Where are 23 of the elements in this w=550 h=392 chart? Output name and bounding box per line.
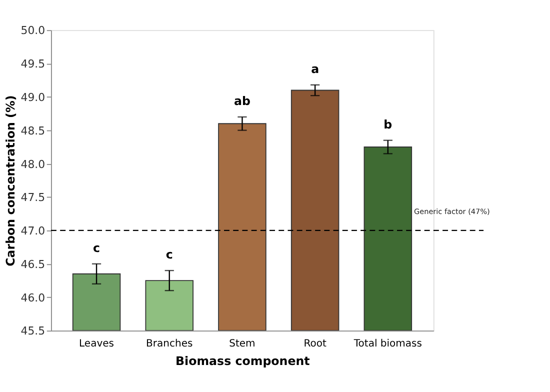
annotation: c [166, 248, 173, 262]
y-tick-label: 46.0 [20, 291, 46, 304]
x-tick-label: Stem [229, 338, 256, 350]
y-tick-label: 50.0 [20, 24, 46, 38]
x-tick-label: Root [304, 338, 326, 350]
y-tick-label: 47.0 [20, 224, 46, 238]
y-tick-label: 48.5 [20, 124, 46, 138]
annotation: c [93, 241, 100, 256]
y-tick-label: 45.5 [20, 324, 46, 338]
x-axis-title: Biomass component [176, 354, 310, 368]
x-tick-label: Branches [146, 338, 193, 350]
y-tick-label: 47.5 [20, 191, 46, 204]
ref-line-label: Generic factor (47%) [414, 207, 490, 216]
x-tick-label: Leaves [79, 338, 114, 350]
y-tick-label: 49.0 [20, 91, 46, 104]
x-tick-label: Total biomass [352, 338, 422, 350]
y-tick-label: 48.0 [20, 158, 46, 171]
annotation: a [311, 62, 320, 76]
annotation: b [384, 117, 392, 132]
annotation: ab [234, 94, 250, 108]
y-tick-label: 49.5 [20, 58, 46, 71]
y-axis-title: Carbon concentration (%) [3, 95, 18, 266]
y-tick-label: 46.5 [20, 258, 46, 271]
